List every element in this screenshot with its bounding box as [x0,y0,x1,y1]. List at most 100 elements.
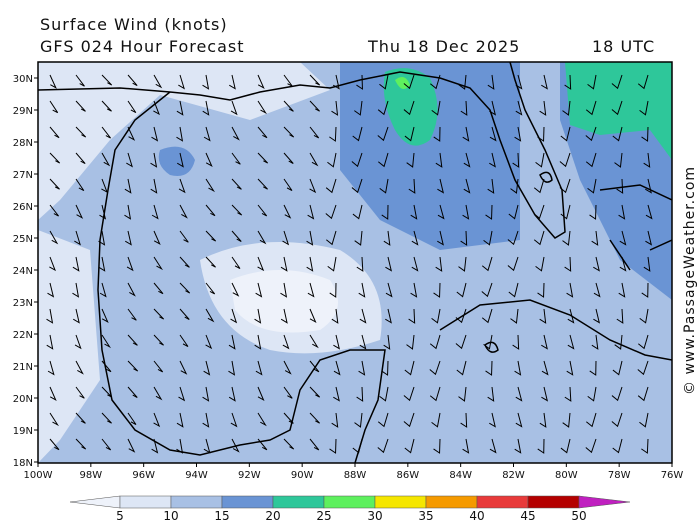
barb [641,282,649,298]
barb [429,360,441,376]
colorbar-cell [578,495,631,509]
barb [611,412,623,428]
barb [645,204,653,220]
region [383,68,438,146]
barb [637,386,649,402]
barb [329,282,337,298]
barb [46,308,54,324]
barb [611,386,623,402]
barb [385,282,393,298]
barb [101,308,109,323]
barb [309,386,321,398]
barb [230,100,238,116]
lat-label: 27N [13,170,33,181]
barb [612,126,623,142]
colorbar-label: 40 [469,509,484,523]
barb [283,126,295,138]
barb [49,100,59,114]
barb [178,386,186,402]
barb [431,308,441,324]
barb [153,360,164,373]
barb [49,438,60,451]
title: Surface Wind (knots) [40,15,228,34]
barb [326,230,337,246]
barb [356,74,363,90]
barb [614,334,623,350]
barb [49,386,57,401]
barb [377,126,389,142]
barb [354,230,363,246]
barb [309,308,317,324]
barb [98,230,106,246]
barb [515,386,523,402]
barb [567,308,575,324]
barb [153,256,164,271]
colorbar-cell [374,495,427,509]
barb [562,100,571,116]
barb [230,412,238,428]
barb [127,360,139,372]
barb [591,334,599,350]
barb [408,308,416,324]
barb [483,230,493,246]
barb [541,360,549,376]
barb [75,386,85,399]
colorbar-cell [170,495,223,509]
barb [280,308,288,324]
barb [283,178,293,191]
lon-label: 78W [608,470,631,481]
lon-label: 94W [185,470,208,481]
barb [75,126,87,138]
barb [176,100,184,116]
barb [282,230,290,246]
barb [537,126,545,142]
barb [74,230,81,246]
barb [332,74,340,90]
barb [512,334,520,350]
barb [280,256,288,272]
barb [101,126,111,139]
barb [309,100,320,112]
lat-label: 24N [13,266,33,277]
barb [485,360,493,376]
barb [591,230,599,246]
barb [403,412,415,428]
barb [385,256,393,272]
barb [458,74,467,90]
barb [585,438,597,454]
barb [458,256,467,272]
colorbar-cell [476,495,529,509]
barb [283,360,292,375]
barb [614,152,623,168]
barb [153,308,165,320]
barb [101,386,113,398]
barb [638,334,649,350]
barb [639,412,649,428]
barb [489,438,497,454]
barb [179,230,189,243]
colorbar-cell [425,495,478,509]
barb [75,74,85,87]
barb [533,178,545,194]
barb [283,152,294,164]
barb [127,412,137,425]
map [38,62,672,463]
lon-label: 82W [502,470,525,481]
lon-label: 80W [555,470,578,481]
barb [641,438,649,454]
barb [306,256,314,272]
lat-label: 25N [13,234,33,245]
barb [126,152,133,168]
barb [331,308,339,324]
barb [535,256,545,272]
subtitle: GFS 024 Hour Forecast [40,37,245,56]
barb [257,438,268,451]
barb [515,412,523,428]
barb [307,204,315,220]
barb [507,230,519,246]
barb [307,282,315,298]
barb [331,412,339,428]
barb [202,74,210,90]
barb [257,230,267,245]
region [158,146,195,176]
